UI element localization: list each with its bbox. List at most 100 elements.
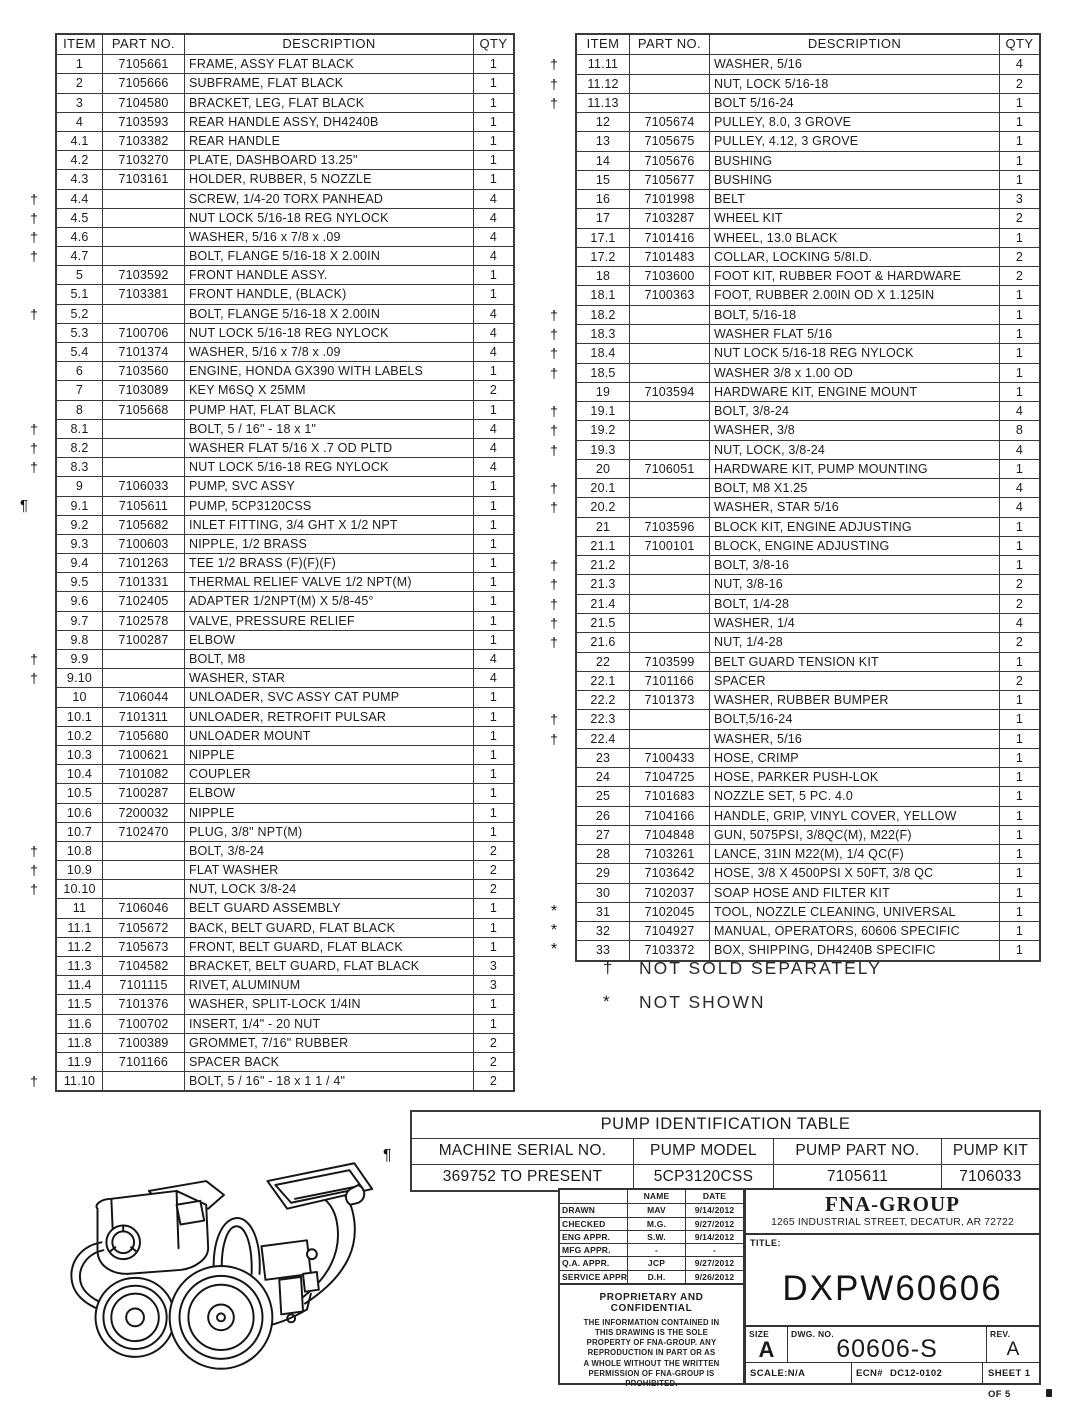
dwg-no-cell: DWG. NO. 60606-S xyxy=(787,1327,986,1363)
cell-qty: 1 xyxy=(999,113,1039,132)
table-row: 11.4 7101115 RIVET, ALUMINUM 3 xyxy=(57,975,513,995)
cell-qty: 1 xyxy=(473,112,513,131)
cell-description: BOX, SHIPPING, DH4240B SPECIFIC xyxy=(709,941,999,960)
table-row: 4.3 7103161 HOLDER, RUBBER, 5 NOZZLE 1 xyxy=(57,169,513,189)
cell-description: NUT, 1/4-28 xyxy=(709,633,999,652)
cell-part-no xyxy=(102,1072,184,1091)
cell-part-no: 7100101 xyxy=(629,536,709,556)
cell-part-no: 7106033 xyxy=(102,477,184,496)
approval-row: Q.A. APPR. JCP 9/27/2012 xyxy=(560,1256,743,1270)
cell-part-no: 7104927 xyxy=(629,922,709,941)
table-row: 18 7103600 FOOT KIT, RUBBER FOOT & HARDWAR… xyxy=(577,266,1039,286)
table-row: 23 7100433 HOSE, CRIMP 1 xyxy=(577,747,1039,768)
cell-part-no xyxy=(629,55,709,74)
table-row: 9.4 7101263 TEE 1/2 BRASS (F)(F)(F) 1 xyxy=(57,553,513,573)
table-row: 11.5 7101376 WASHER, SPLIT-LOCK 1/4IN 1 xyxy=(57,994,513,1014)
title-block: FNA-GROUP 1265 INDUSTRIAL STREET, DECATU… xyxy=(745,1188,1041,1400)
table-row: 5 7103592 FRONT HANDLE ASSY. 1 xyxy=(57,265,513,285)
cell-part-no: 7105661 xyxy=(102,55,184,74)
table-row: † 19.1 BOLT, 3/8-24 4 xyxy=(550,401,1039,421)
table-row: 9 7106033 PUMP, SVC ASSY 1 xyxy=(57,476,513,496)
table-row: † 11.13 BOLT 5/16-24 1 xyxy=(550,92,1039,113)
table-row: † 11.12 NUT, LOCK 5/16-18 2 xyxy=(550,73,1039,93)
company-box: FNA-GROUP 1265 INDUSTRIAL STREET, DECATU… xyxy=(746,1192,1039,1235)
cell-description: BELT xyxy=(709,190,999,209)
cell-description: FOOT, RUBBER 2.00IN OD X 1.125IN xyxy=(709,286,999,305)
cell-description: BRACKET, LEG, FLAT BLACK xyxy=(184,93,473,112)
dagger-symbol: † xyxy=(30,459,38,476)
cell-description: HOSE, 3/8 X 4500PSI X 50FT, 3/8 QC xyxy=(709,864,999,883)
cell-qty: 2 xyxy=(473,1052,513,1072)
cell-description: PUMP, SVC ASSY xyxy=(184,477,473,496)
cell-qty: 1 xyxy=(473,573,513,592)
cell-qty: 1 xyxy=(473,937,513,956)
cell-part-no: 7101376 xyxy=(102,995,184,1014)
cell-part-no: 7102470 xyxy=(102,822,184,841)
cell-qty: 1 xyxy=(999,922,1039,941)
table-row: 9.2 7105682 INLET FITTING, 3/4 GHT X 1/2 N… xyxy=(57,514,513,534)
table-row: † 21.2 BOLT, 3/8-16 1 xyxy=(550,555,1039,575)
table-row: 28 7103261 LANCE, 31IN M22(M), 1/4 QC(F) 1 xyxy=(577,844,1039,864)
cell-description: HOSE, CRIMP xyxy=(709,748,999,768)
cell-part-no: 7100363 xyxy=(629,286,709,305)
table-row: 11.9 7101166 SPACER BACK 2 xyxy=(57,1051,513,1072)
cell-part-no xyxy=(629,556,709,575)
cell-qty: 1 xyxy=(999,864,1039,883)
cell-part-no: 7102045 xyxy=(629,902,709,922)
cell-description: PULLEY, 8.0, 3 GROVE xyxy=(709,113,999,132)
cell-part-no xyxy=(629,421,709,440)
dagger-symbol: † xyxy=(30,439,38,456)
table-row: 16 7101998 BELT 3 xyxy=(577,189,1039,209)
cell-part-no xyxy=(102,438,184,458)
cell-qty: 3 xyxy=(473,976,513,995)
dagger-symbol: † xyxy=(550,56,558,73)
cell-description: PULLEY, 4.12, 3 GROVE xyxy=(709,132,999,151)
dagger-symbol: † xyxy=(550,306,558,323)
cell-qty: 1 xyxy=(999,286,1039,305)
cell-qty: 1 xyxy=(999,556,1039,575)
cell-item: 9.1 xyxy=(70,498,89,513)
pump-table-header-row: MACHINE SERIAL NO. PUMP MODEL PUMP PART … xyxy=(412,1138,1039,1164)
cell-item: 11.4 xyxy=(67,978,92,993)
cell-item: 19 xyxy=(595,384,611,399)
table-row: 22.2 7101373 WASHER, RUBBER BUMPER 1 xyxy=(577,690,1039,710)
table-row: 19 7103594 HARDWARE KIT, ENGINE MOUNT 1 xyxy=(577,381,1039,402)
cell-part-no: 7106044 xyxy=(102,688,184,707)
cell-item: 9.5 xyxy=(70,575,89,590)
cell-part-no xyxy=(629,344,709,363)
cell-item: 21.5 xyxy=(590,615,616,630)
cell-item: 11.10 xyxy=(63,1074,96,1089)
table-row: 21.1 7100101 BLOCK, ENGINE ADJUSTING 1 xyxy=(577,535,1039,556)
cell-qty: 1 xyxy=(999,748,1039,768)
cell-part-no: 7100287 xyxy=(102,784,184,803)
cell-item: 18.3 xyxy=(590,326,616,341)
dagger-symbol: † xyxy=(30,651,38,667)
cell-description: WASHER, STAR 5/16 xyxy=(709,498,999,517)
table-row: 20 7106051 HARDWARE KIT, PUMP MOUNTING 1 xyxy=(577,458,1039,479)
cell-description: WASHER, 5/16 x 7/8 x .09 xyxy=(184,343,473,362)
cell-part-no: 7101082 xyxy=(102,765,184,784)
cell-description: BOLT, 1/4-28 xyxy=(709,594,999,613)
cell-part-no xyxy=(102,669,184,688)
cell-qty: 1 xyxy=(999,652,1039,671)
column-header-description: DESCRIPTION xyxy=(709,35,999,55)
table-row: 9.5 7101331 THERMAL RELIEF VALVE 1/2 NPT(M… xyxy=(57,572,513,592)
table-row: 11 7106046 BELT GUARD ASSEMBLY 1 xyxy=(57,898,513,918)
dagger-symbol: † xyxy=(550,364,558,381)
cell-item: 11.12 xyxy=(587,76,619,91)
cell-qty: 1 xyxy=(999,132,1039,151)
table-row: † 21.3 NUT, 3/8-16 2 xyxy=(550,574,1039,594)
cell-item: 14 xyxy=(595,153,611,168)
approval-cell: 9/26/2012 xyxy=(685,1270,743,1283)
cell-qty: 2 xyxy=(473,381,513,400)
cell-description: BELT GUARD ASSEMBLY xyxy=(184,899,473,918)
cell-qty: 2 xyxy=(999,633,1039,652)
cell-part-no: 7105677 xyxy=(629,170,709,190)
cell-qty: 1 xyxy=(473,170,513,189)
cell-qty: 1 xyxy=(473,74,513,93)
cell-qty: 1 xyxy=(473,266,513,285)
cell-part-no: 7104166 xyxy=(629,806,709,825)
cell-part-no: 7101311 xyxy=(102,707,184,726)
cell-qty: 1 xyxy=(473,515,513,534)
cell-part-no: 7101331 xyxy=(102,573,184,592)
